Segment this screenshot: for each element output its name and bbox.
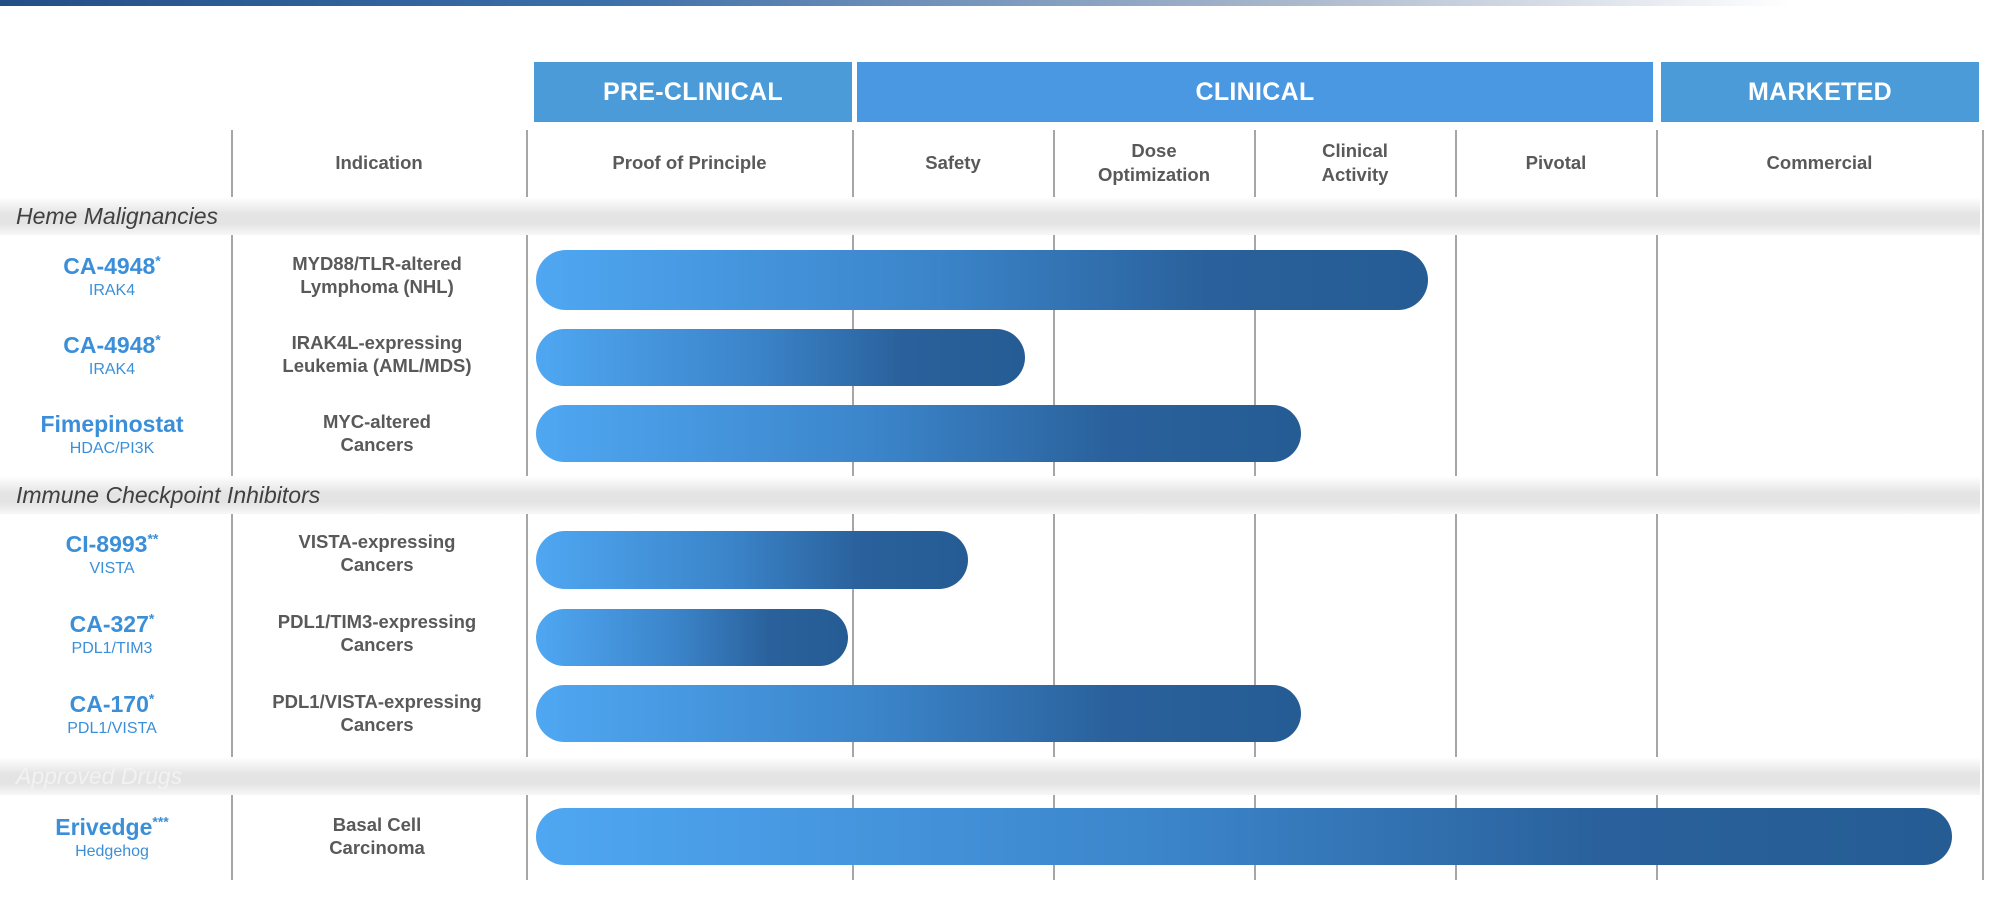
phase-marketed: MARKETED	[1661, 62, 1979, 122]
group-label: Heme Malignancies	[16, 203, 218, 229]
progress-bar	[536, 531, 968, 589]
program-name-cell: CA-327* PDL1/TIM3	[0, 610, 224, 660]
group-label: Immune Checkpoint Inhibitors	[16, 482, 321, 508]
phase-preclinical: PRE-CLINICAL	[534, 62, 852, 122]
program-name-cell: Erivedge*** Hedgehog	[0, 813, 224, 863]
program-name-cell: CA-4948* IRAK4	[0, 252, 224, 302]
footnote-mark: *	[148, 610, 155, 627]
indication-text: MYC-altered Cancers	[323, 411, 431, 455]
drug-name: Erivedge	[55, 814, 153, 840]
indication-text: PDL1/TIM3-expressing Cancers	[277, 611, 477, 655]
progress-bar	[536, 609, 848, 666]
group-heme-malignancies: Heme Malignancies	[0, 197, 1980, 235]
drug-name: CI-8993	[65, 531, 148, 557]
footnote-mark: *	[155, 331, 161, 348]
program-name-cell: CA-170* PDL1/VISTA	[0, 690, 224, 740]
program-name-cell: CA-4948* IRAK4	[0, 331, 224, 381]
drug-name: CA-170	[69, 691, 149, 717]
footnote-mark: **	[147, 530, 159, 547]
drug-name: Fimepinostat	[40, 411, 184, 437]
indication-text: IRAK4L-expressing Leukemia (AML/MDS)	[282, 332, 472, 376]
drug-name: CA-4948	[63, 332, 156, 358]
drug-target: IRAK4	[88, 282, 136, 299]
footnote-mark: ***	[152, 813, 169, 830]
indication-text: Basal Cell Carcinoma	[329, 814, 425, 858]
group-label: Approved Drugs	[16, 763, 183, 789]
drug-target: PDL1/VISTA	[67, 720, 157, 737]
phase-clinical: CLINICAL	[857, 62, 1653, 122]
program-name-cell: CI-8993** VISTA	[0, 530, 224, 580]
progress-bar	[536, 329, 1025, 386]
drug-target: PDL1/TIM3	[71, 640, 153, 657]
group-immune-checkpoint-inhibitors: Immune Checkpoint Inhibitors	[0, 476, 1980, 514]
header-commercial: Commercial	[1766, 151, 1873, 173]
footnote-mark: *	[148, 690, 155, 707]
footnote-mark: *	[155, 252, 161, 269]
drug-target: VISTA	[89, 560, 135, 577]
indication-text: MYD88/TLR-altered Lymphoma (NHL)	[292, 253, 462, 297]
drug-target: Hedgehog	[75, 843, 149, 860]
progress-bar	[536, 250, 1428, 310]
header-indication: Indication	[335, 151, 423, 173]
drug-target: HDAC/PI3K	[69, 440, 155, 457]
header-proof-of-principle: Proof of Principle	[612, 151, 767, 173]
group-approved-drugs: Approved Drugs	[0, 757, 1980, 795]
header-dose-optimization: Dose Optimization	[1097, 139, 1211, 185]
progress-bar	[536, 685, 1301, 742]
header-safety: Safety	[925, 151, 981, 173]
indication-text: VISTA-expressing Cancers	[298, 531, 456, 575]
header-pivotal: Pivotal	[1525, 151, 1587, 173]
top-accent-line	[0, 0, 1990, 6]
program-name-cell: Fimepinostat HDAC/PI3K	[0, 410, 224, 460]
grid-line	[1982, 130, 1984, 880]
drug-name: CA-4948	[63, 253, 156, 279]
progress-bar	[536, 405, 1301, 462]
indication-text: PDL1/VISTA-expressing Cancers	[272, 691, 482, 735]
drug-target: IRAK4	[88, 361, 136, 378]
drug-name: CA-327	[69, 611, 149, 637]
progress-bar	[536, 808, 1952, 865]
header-clinical-activity: Clinical Activity	[1321, 139, 1389, 185]
